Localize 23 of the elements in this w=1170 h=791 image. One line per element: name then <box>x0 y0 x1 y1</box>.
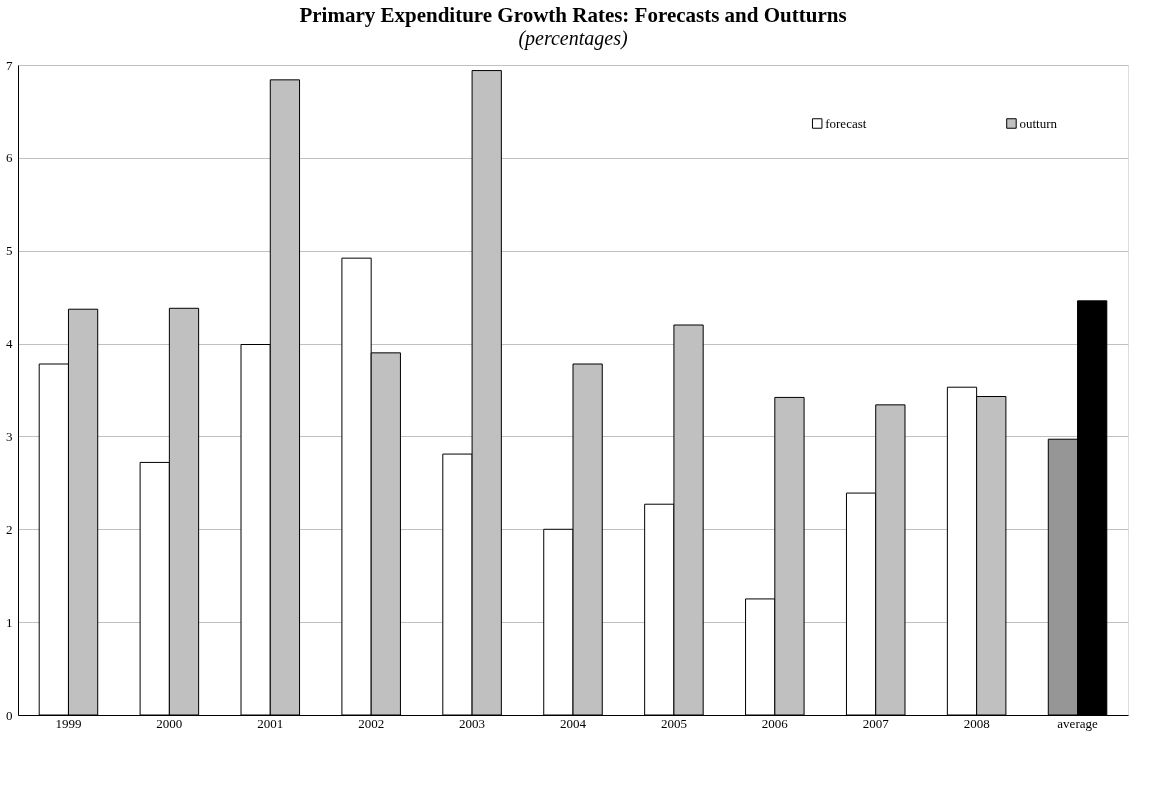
x-tick-label: 1999 <box>55 715 82 731</box>
chart-subtitle: (percentages) <box>518 27 628 50</box>
y-tick-label: 0 <box>6 707 13 723</box>
x-tick-label: 2005 <box>660 715 687 731</box>
x-tick-label: 2002 <box>358 715 385 731</box>
x-tick-label: 2001 <box>257 715 284 731</box>
y-tick-label: 6 <box>6 150 13 166</box>
x-tick-label: 2006 <box>761 715 789 731</box>
y-tick-label: 2 <box>6 521 13 537</box>
x-tick-label: 2003 <box>459 715 486 731</box>
chart-title: Primary Expenditure Growth Rates: Forecasts and Outturns <box>299 3 847 27</box>
legend-label: forecast <box>825 115 867 131</box>
y-tick-label: 4 <box>6 336 13 352</box>
x-tick-label: 2008 <box>963 715 990 731</box>
y-tick-label: 7 <box>6 57 13 73</box>
x-tick-label: 2007 <box>862 715 890 731</box>
legend-label: outturn <box>1019 115 1058 131</box>
x-tick-label: average <box>1057 715 1098 731</box>
x-tick-label: 2000 <box>156 715 183 731</box>
y-tick-label: 3 <box>6 428 13 444</box>
y-tick-label: 5 <box>6 243 13 259</box>
x-tick-label: 2004 <box>560 715 587 731</box>
y-tick-label: 1 <box>6 614 13 630</box>
